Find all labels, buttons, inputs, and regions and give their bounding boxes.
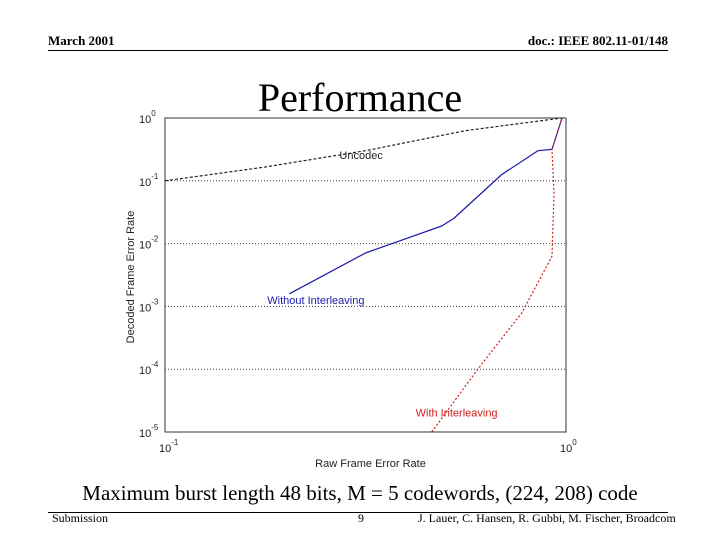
x-tick-label-0: 10-1 — [159, 438, 179, 455]
header-date: March 2001 — [48, 33, 115, 48]
footer-submission: Submission — [52, 511, 109, 525]
series-label-1: Without Interleaving — [267, 295, 364, 307]
header-doc-id: doc.: IEEE 802.11-01/148 — [527, 33, 668, 48]
series-label-0: Uncodec — [339, 150, 383, 162]
series-line-1 — [289, 117, 563, 295]
footer-page-number: 9 — [358, 511, 364, 525]
y-tick-label-2: 10-2 — [139, 235, 159, 252]
footer-authors: J. Lauer, C. Hansen, R. Gubbi, M. Fische… — [418, 511, 676, 525]
x-tick-label-1: 100 — [560, 438, 577, 455]
slide-caption: Maximum burst length 48 bits, M = 5 code… — [82, 481, 638, 505]
grid-lines — [165, 180, 566, 370]
footer-rule — [48, 512, 668, 513]
series-line-0 — [164, 117, 563, 182]
y-tick-label-0: 100 — [139, 109, 156, 126]
y-tick-label-4: 10-4 — [139, 360, 159, 377]
series-line-2 — [431, 117, 563, 433]
header-rule — [48, 50, 668, 51]
y-tick-label-5: 10-5 — [139, 423, 159, 440]
y-axis-label: Decoded Frame Error Rate — [125, 211, 137, 344]
series-labels: Uncodec Without Interleaving With Interlea… — [267, 150, 497, 419]
y-tick-label-1: 10-1 — [139, 172, 159, 189]
plot-frame — [164, 117, 567, 433]
y-tick-label-3: 10-3 — [139, 297, 159, 314]
series-lines — [164, 117, 563, 433]
slide-title: Performance — [257, 75, 463, 120]
x-axis-label: Raw Frame Error Rate — [315, 458, 426, 470]
series-label-2: With Interleaving — [416, 407, 498, 419]
